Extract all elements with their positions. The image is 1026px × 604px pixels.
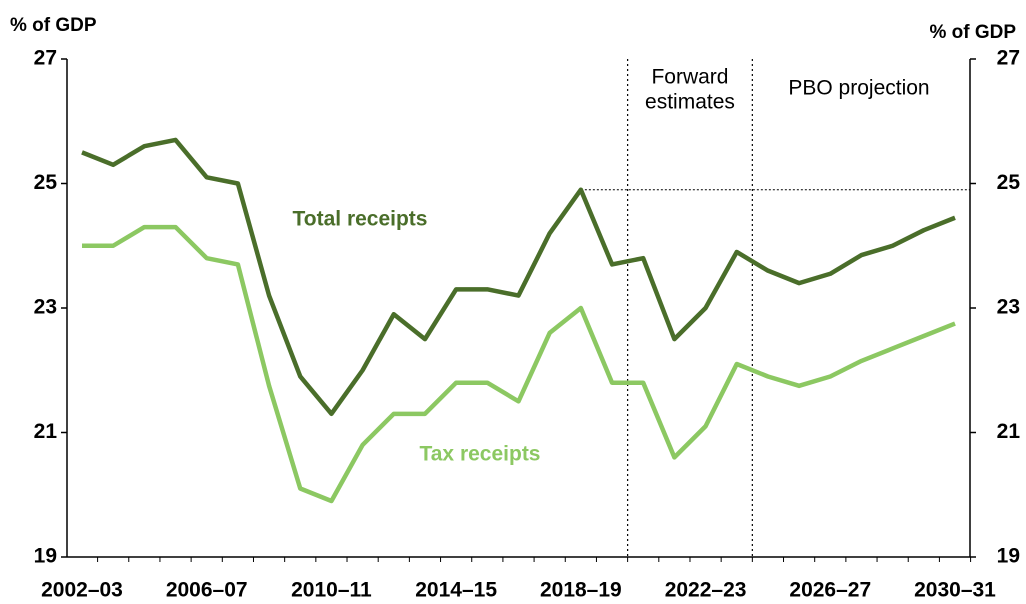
y-tick-label: 27 bbox=[34, 47, 57, 70]
annotation: PBO projection bbox=[788, 77, 929, 100]
line-series bbox=[82, 224, 956, 504]
line-series bbox=[81, 137, 956, 417]
y2-tick-label: 23 bbox=[997, 296, 1020, 319]
y-tick-label: 21 bbox=[34, 420, 58, 443]
series-label: Total receipts bbox=[293, 208, 428, 231]
y-axis-label: % of GDP bbox=[10, 15, 97, 36]
y2-tick-label: 19 bbox=[997, 545, 1020, 568]
x-tick-label: 2026–27 bbox=[789, 579, 871, 602]
x-tick-label: 2002–03 bbox=[41, 579, 123, 602]
y-tick-label: 19 bbox=[34, 545, 57, 568]
x-tick-label: 2006–07 bbox=[166, 579, 248, 602]
x-tick-label: 2018–19 bbox=[540, 579, 622, 602]
y2-tick-label: 21 bbox=[997, 420, 1021, 443]
y-tick-label: 25 bbox=[34, 171, 58, 194]
x-tick-label: 2022–23 bbox=[665, 579, 747, 602]
y2-tick-label: 27 bbox=[997, 47, 1020, 70]
x-tick-label: 2010–11 bbox=[291, 579, 372, 602]
y-tick-label: 23 bbox=[34, 296, 57, 319]
y2-axis-label: % of GDP bbox=[929, 22, 1016, 43]
series-label: Tax receipts bbox=[419, 443, 540, 466]
y2-tick-label: 25 bbox=[997, 171, 1021, 194]
annotation: Forward bbox=[651, 66, 728, 89]
x-tick-label: 2030–31 bbox=[914, 579, 996, 602]
x-tick-label: 2014–15 bbox=[415, 579, 497, 602]
annotation: estimates bbox=[645, 91, 735, 114]
